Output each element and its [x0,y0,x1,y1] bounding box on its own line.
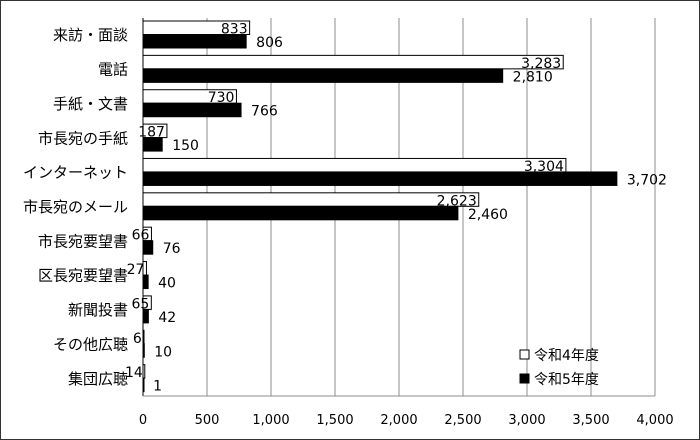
bar [142,102,242,118]
bar [142,171,618,186]
bar [142,68,504,83]
data-label: 27 [127,262,145,278]
data-label: 2,623 [437,193,477,209]
data-label: 187 [138,125,165,141]
category-label: 電話 [98,61,128,79]
data-label: 65 [131,296,149,312]
data-label: 833 [221,22,248,38]
category-label: 市長宛の手紙 [38,129,128,147]
category-label: 区長宛要望書 [38,267,128,285]
data-label: 66 [132,228,150,244]
legend-label: 令和4年度 [534,348,599,364]
bar [142,192,480,207]
x-tick-label: 1,000 [252,413,289,428]
data-label: 6 [133,331,142,347]
legend-label: 令和5年度 [534,372,599,388]
bar [142,54,564,70]
category-label: 市長宛のメール [23,198,128,216]
data-label: 14 [125,365,143,381]
data-label: 3,283 [521,56,561,72]
x-tick-label: 2,000 [380,413,417,428]
bar [142,157,567,173]
legend-swatch [519,349,530,360]
bar [142,240,154,255]
x-tick-label: 2,500 [444,413,481,428]
bar [142,274,149,290]
category-label: 市長宛要望書 [38,232,128,250]
x-tick-label: 3,500 [572,413,609,428]
data-label: 730 [208,90,235,106]
data-label: 2,460 [468,207,508,223]
category-label: 手紙・文書 [53,95,128,113]
data-label: 150 [172,138,199,154]
x-tick-label: 1,500 [316,413,353,428]
bar [142,137,163,152]
data-label: 766 [251,104,278,120]
x-tick-label: 500 [195,413,220,428]
data-label: 76 [163,241,181,257]
category-label: インターネット [23,164,128,182]
category-label: 集団広聴 [68,370,128,388]
x-tick-label: 4,000 [636,413,673,428]
bar [142,34,247,49]
data-label: 1 [153,379,162,395]
data-label: 3,304 [524,159,564,175]
data-label: 3,702 [627,172,667,188]
data-label: 2,810 [513,69,553,85]
bar [142,308,149,324]
data-label: 42 [158,310,176,326]
data-label: 40 [158,276,176,292]
category-label: その他広聴 [53,335,128,353]
bar [142,205,459,221]
category-label: 来訪・面談 [53,26,128,44]
x-tick-label: 3,000 [508,413,545,428]
data-label: 806 [256,35,283,51]
legend-swatch [519,373,530,384]
category-label: 新聞投書 [68,301,128,319]
x-tick-label: 0 [139,413,147,428]
data-label: 10 [154,344,172,360]
